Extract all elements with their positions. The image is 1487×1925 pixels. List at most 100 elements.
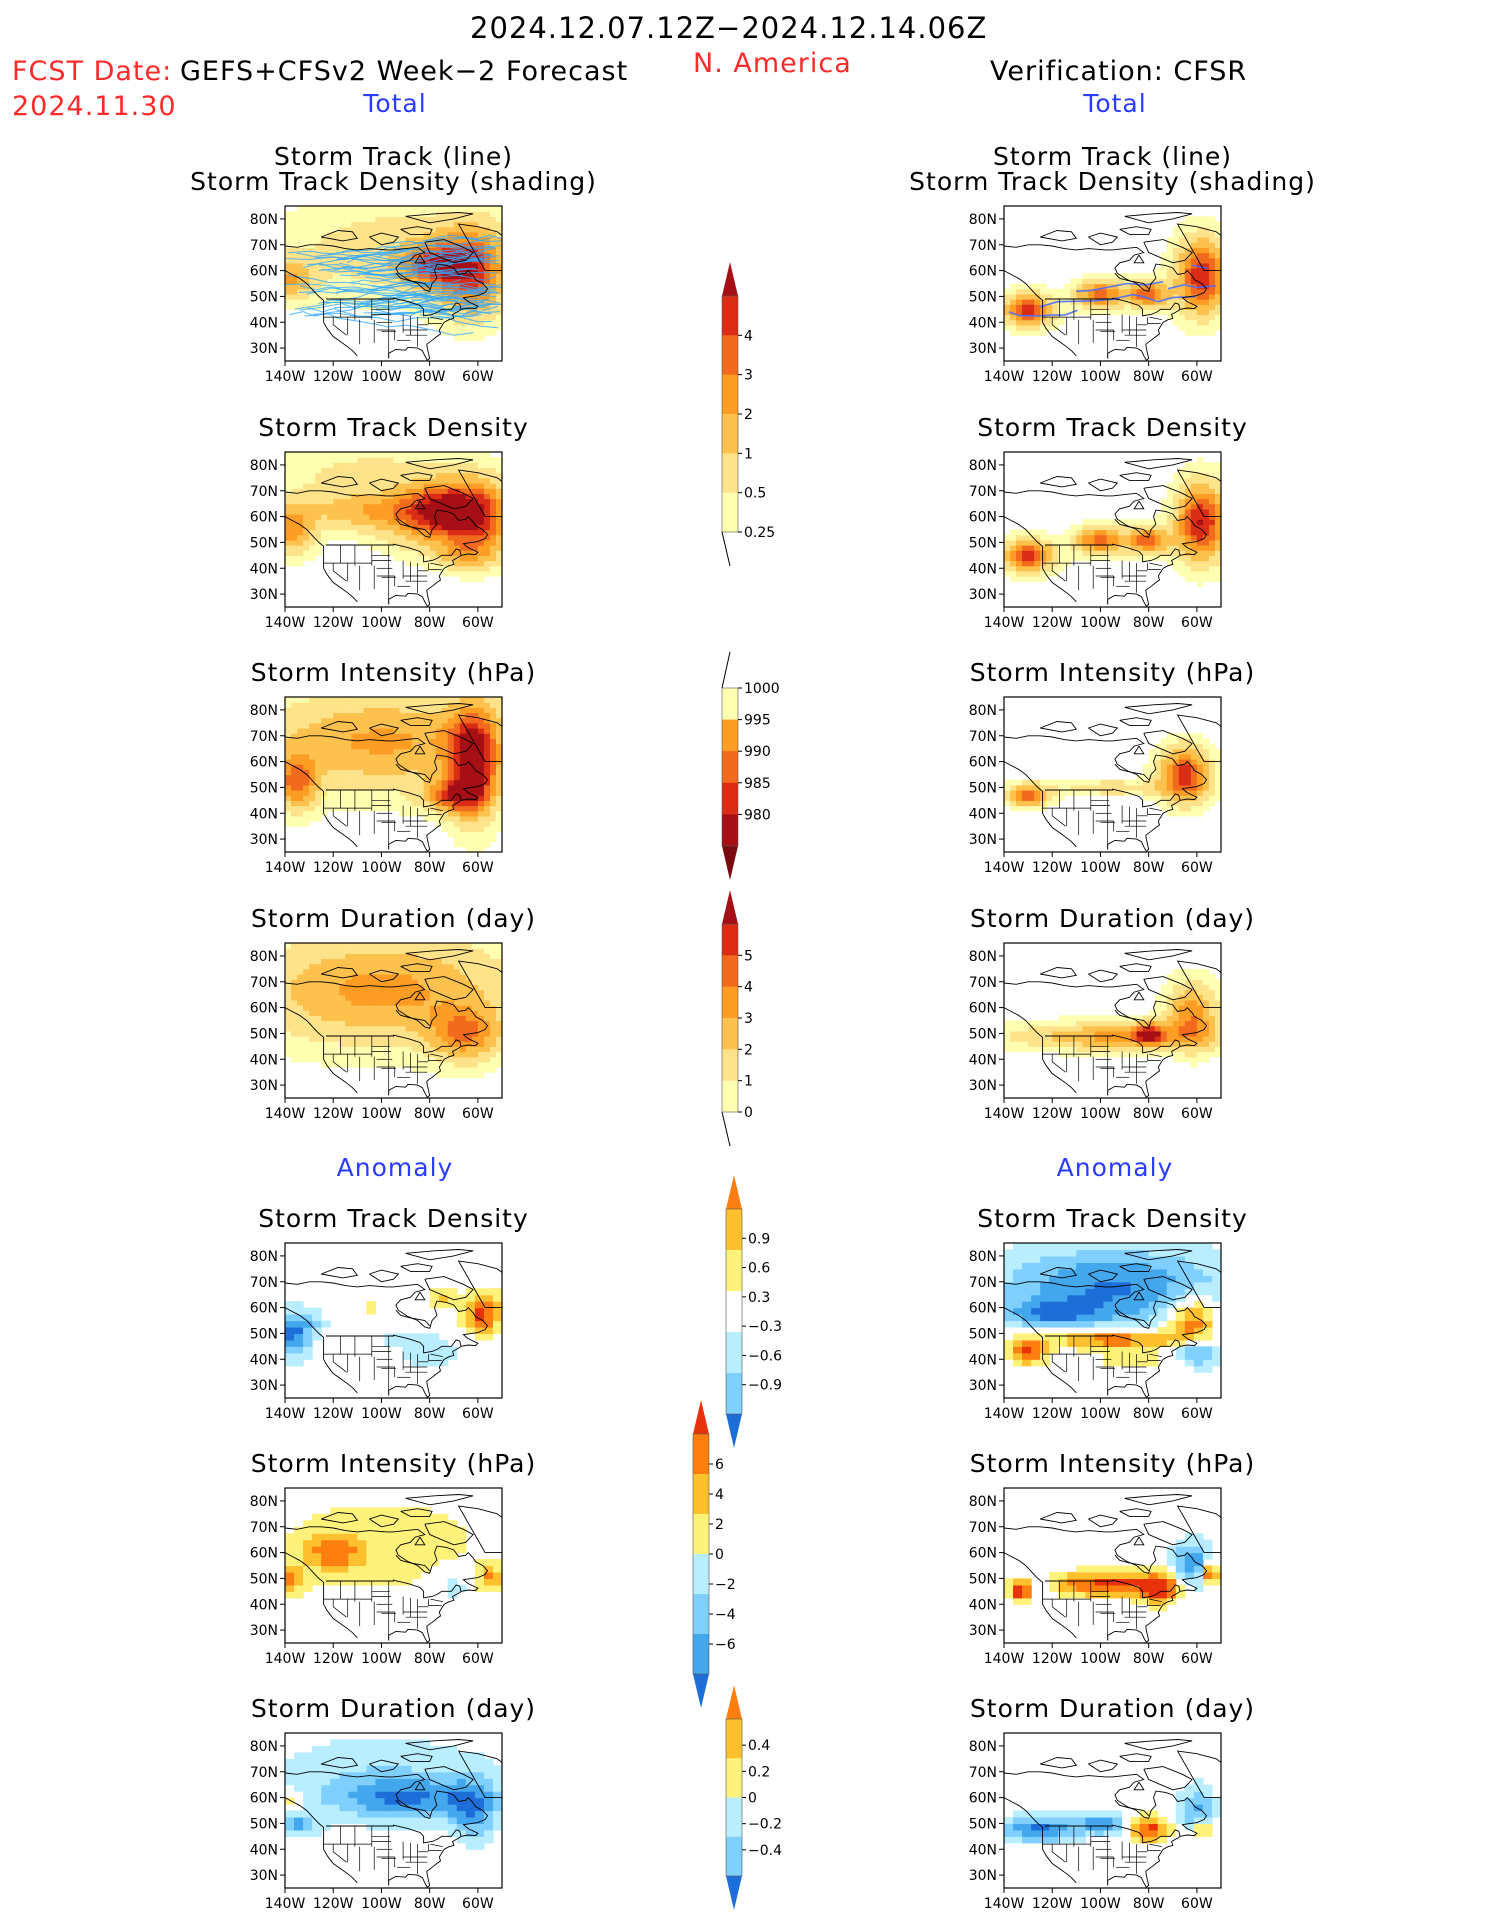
grid-cell <box>1034 293 1041 300</box>
grid-cell <box>441 545 449 551</box>
grid-cell <box>387 534 395 541</box>
grid-cell <box>1166 309 1174 316</box>
grid-cell <box>294 1526 304 1534</box>
grid-cell <box>495 550 502 556</box>
grid-cell <box>369 237 377 243</box>
grid-cell <box>381 514 389 520</box>
grid-cell <box>375 472 383 479</box>
grid-cell <box>402 1804 413 1812</box>
grid-cell <box>363 764 370 770</box>
grid-cell <box>1166 262 1174 269</box>
grid-cell <box>492 1578 502 1586</box>
grid-cell <box>465 1056 473 1063</box>
grid-cell <box>429 319 437 326</box>
grid-cell <box>1112 299 1120 305</box>
grid-cell <box>405 483 413 489</box>
grid-cell <box>357 1010 364 1016</box>
grid-cell <box>429 1359 440 1367</box>
grid-cell <box>345 477 352 484</box>
grid-cell <box>351 1025 358 1032</box>
grid-cell <box>339 697 346 703</box>
grid-cell <box>309 226 316 233</box>
grid-cell <box>1196 237 1204 243</box>
grid-cell <box>321 712 328 719</box>
grid-cell <box>1136 299 1144 305</box>
grid-cell <box>483 231 491 238</box>
grid-cell <box>297 733 304 739</box>
grid-cell <box>339 1778 349 1786</box>
grid-cell <box>1178 278 1186 285</box>
grid-cell <box>291 226 298 233</box>
grid-cell <box>285 1352 295 1360</box>
grid-cell <box>1166 268 1174 274</box>
grid-cell <box>453 550 461 556</box>
grid-cell <box>1154 293 1162 300</box>
grid-cell <box>492 1307 502 1315</box>
state-border <box>430 1353 443 1358</box>
grid-cell <box>477 733 485 739</box>
grid-cell <box>495 712 502 719</box>
grid-cell <box>393 1051 401 1058</box>
grid-cell <box>465 1842 476 1850</box>
grid-cell <box>1058 319 1065 326</box>
grid-cell <box>375 1533 386 1541</box>
grid-cell <box>309 1005 316 1011</box>
grid-cell <box>1016 314 1023 321</box>
grid-cell <box>303 1552 313 1560</box>
grid-cell <box>459 268 467 274</box>
grid-cell <box>369 472 377 479</box>
grid-cell <box>333 769 340 776</box>
lat-tick-label: 70N <box>250 238 278 254</box>
grid-cell <box>297 738 304 745</box>
grid-cell <box>399 989 407 996</box>
grid-cell <box>1088 273 1096 279</box>
grid-cell <box>291 748 298 755</box>
grid-cell <box>1208 242 1216 248</box>
grid-cell <box>1088 299 1096 305</box>
grid-cell <box>453 764 461 770</box>
grid-cell <box>291 237 298 243</box>
grid-cell <box>465 697 473 703</box>
grid-cell <box>495 278 502 285</box>
grid-cell <box>459 1056 467 1063</box>
grid-cell <box>1136 273 1144 279</box>
grid-cell <box>387 1010 395 1016</box>
grid-cell <box>441 467 449 474</box>
grid-cell <box>495 231 502 238</box>
grid-cell <box>351 493 358 500</box>
storm-track-line <box>334 308 492 323</box>
grid-cell <box>312 1829 322 1837</box>
grid-cell <box>447 242 455 248</box>
grid-cell <box>351 262 358 269</box>
grid-cell <box>375 252 383 259</box>
grid-cell <box>477 728 485 734</box>
grid-cell <box>429 493 437 500</box>
grid-cell <box>1040 319 1047 326</box>
grid-cell <box>297 999 304 1006</box>
grid-cell <box>429 483 437 489</box>
grid-cell <box>321 483 328 489</box>
grid-cell <box>435 1036 443 1042</box>
grid-cell <box>333 779 340 786</box>
grid-cell <box>321 728 328 734</box>
grid-cell <box>303 1804 313 1812</box>
grid-cell <box>375 963 383 970</box>
grid-cell <box>303 1339 313 1347</box>
grid-cell <box>465 211 473 217</box>
grid-cell <box>495 529 502 536</box>
grid-cell <box>363 953 370 960</box>
grid-cell <box>1124 273 1132 279</box>
grid-cell <box>399 1020 407 1027</box>
grid-cell <box>357 984 364 991</box>
grid-cell <box>285 989 292 996</box>
grid-cell <box>303 717 310 724</box>
grid-cell <box>321 989 328 996</box>
grid-cell <box>375 748 383 755</box>
grid-cell <box>405 288 413 295</box>
grid-cell <box>1178 283 1186 290</box>
grid-cell <box>330 1578 340 1586</box>
grid-cell <box>477 805 485 812</box>
grid-cell <box>417 994 425 1001</box>
grid-cell <box>387 498 395 505</box>
grid-cell <box>423 733 431 739</box>
